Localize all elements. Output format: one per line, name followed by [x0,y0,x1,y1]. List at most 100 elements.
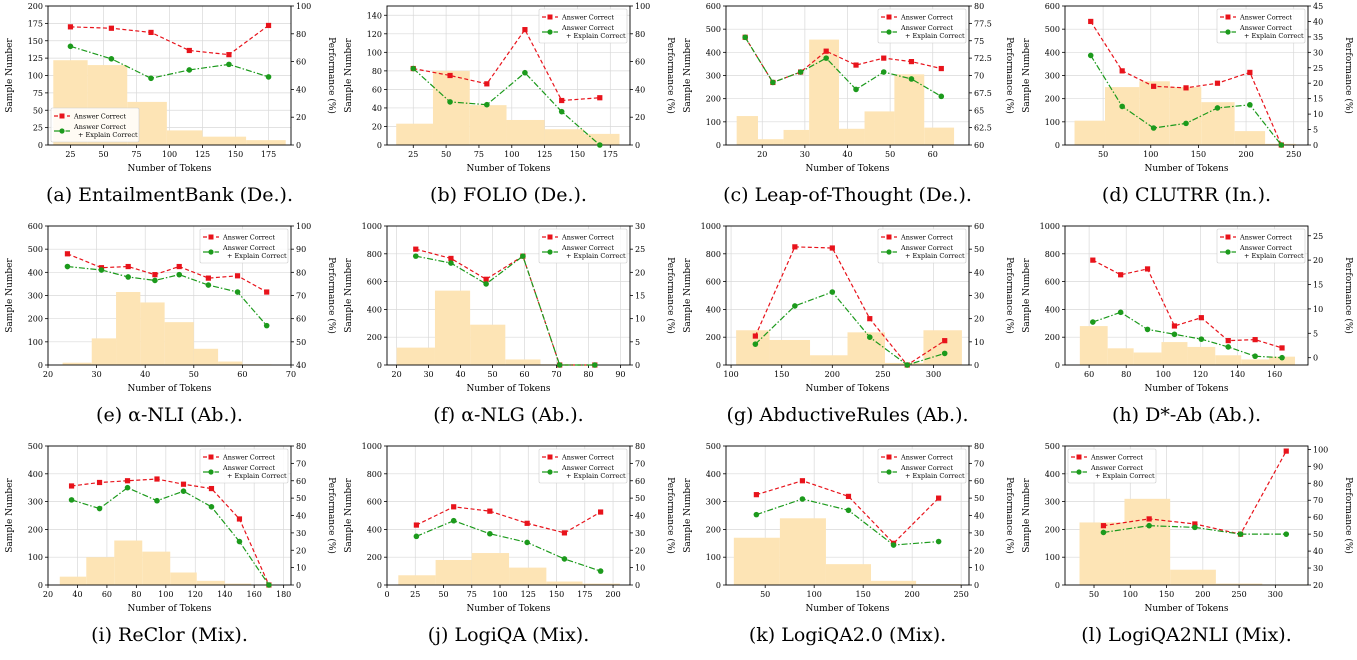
y-tick-label: 400 [28,268,43,277]
y-tick-label: 100 [28,553,43,562]
y2-axis-label: Performance (%) [1004,37,1015,114]
histogram-bar [864,111,895,145]
legend-label-answer: Answer Correct [1090,454,1143,462]
legend-box [877,228,967,264]
histogram-bar [170,572,197,585]
x-tick-label: 60 [519,370,529,379]
series-line [71,487,270,586]
y-tick-label: 40 [372,104,382,113]
x-tick-label: 150 [774,370,789,379]
y2-tick-label: 50 [974,245,984,254]
legend-label-answer: Answer Correct [900,454,953,462]
x-tick-label: 140 [217,590,232,599]
y2-tick-label: 30 [296,529,306,538]
legend-label-answer: Answer Correct [1239,234,1292,242]
histogram-bar [396,123,433,145]
data-point [234,273,241,279]
y2-axis-label: Performance (%) [326,37,337,114]
data-point [1279,354,1285,361]
data-point [67,24,74,30]
y2-tick-label: 100 [635,2,650,11]
histogram-bar [196,580,225,585]
y2-tick-label: 100 [296,2,311,11]
y2-tick-label: 40 [1313,17,1323,26]
y-tick-label: 600 [1045,2,1060,11]
histogram-bar [1269,356,1296,365]
x-tick-label: 125 [537,150,552,159]
data-point [845,507,852,514]
y2-tick-label: 0 [1313,141,1318,150]
chart-panel: 20 40 60 80 100 120 140 160 180 0 100 200 300 400 500 0… [0,440,339,660]
legend-marker-explain [1225,29,1231,35]
plot-frame [1064,445,1309,586]
y-tick-label: 100 [1045,553,1060,562]
x-tick-label: 250 [1286,150,1301,159]
data-point [561,530,568,536]
chart-panel: 100 150 200 250 300 0 200 400 600 800 1000 0 10 20 30 4… [678,220,1017,440]
y-tick-label: 125 [28,54,43,63]
legend-marker-answer [59,113,65,119]
x-tick-label: 150 [549,590,564,599]
x-tick-label: 40 [842,150,852,159]
y-tick-label: 100 [706,553,721,562]
y-tick-label: 300 [28,498,43,507]
legend-marker-answer [886,454,892,460]
y2-tick-label: 72.5 [974,54,992,63]
y2-tick-label: 67.5 [974,89,992,98]
histogram-bar [838,128,865,145]
y-tick-label: 0 [716,361,721,370]
data-point [447,72,453,79]
x-tick-label: 160 [247,590,262,599]
y-tick-label: 600 [367,498,382,507]
data-point [484,81,490,87]
x-tick-label: 50 [98,150,108,159]
y-tick-label: 25 [33,124,43,133]
data-point [1100,523,1107,529]
y2-axis-label: Performance (%) [1004,477,1015,554]
data-point [148,29,154,36]
data-point [226,52,232,58]
data-point [752,341,759,347]
data-point [265,22,272,29]
y2-tick-label: 80 [635,30,645,39]
x-axis-label: Number of Tokens [128,604,212,614]
chart: 50 100 150 200 250 300 0 100 200 300 400 500 20 30 40 5… [1022,442,1354,614]
legend-marker-explain [886,29,892,35]
series-line [416,520,601,572]
y2-tick-label: 40 [296,85,306,94]
chart-caption: (f) α-NLG (Ab.). [433,404,584,426]
data-point [597,95,603,101]
histogram-bar [1170,569,1216,585]
histogram-bar [923,330,962,365]
data-point [1144,326,1151,333]
x-tick-label: 75 [474,150,484,159]
histogram-bar [506,119,545,145]
legend-label-explain-2: + Explain Correct [1095,472,1155,480]
histogram-bar [193,348,219,365]
y-tick-label: 400 [28,470,43,479]
x-tick-label: 40 [72,590,82,599]
histogram-bar [142,551,171,585]
data-point [1278,142,1285,148]
y2-tick-label: 40 [974,512,984,521]
histogram-bar [246,140,286,145]
chart-caption: (i) ReClor (Mix). [91,624,248,646]
histogram-bar [736,116,758,145]
y2-tick-label: 5 [1313,126,1318,135]
data-point [797,69,804,75]
y-tick-label: 200 [706,525,721,534]
y2-tick-label: 30 [635,222,645,231]
data-point [1237,531,1244,537]
y2-tick-label: 40 [635,512,645,521]
y2-tick-label: 15 [1313,95,1323,104]
y2-tick-label: 20 [635,113,645,122]
data-point [1198,315,1204,321]
series-line [754,246,946,366]
histogram-bar [505,359,541,365]
x-tick-label: 125 [195,150,210,159]
x-axis-label: Number of Tokens [1145,384,1229,394]
y-tick-label: 200 [1045,333,1060,342]
y2-tick-label: 30 [1313,48,1323,57]
y2-tick-label: 45 [1313,2,1323,11]
